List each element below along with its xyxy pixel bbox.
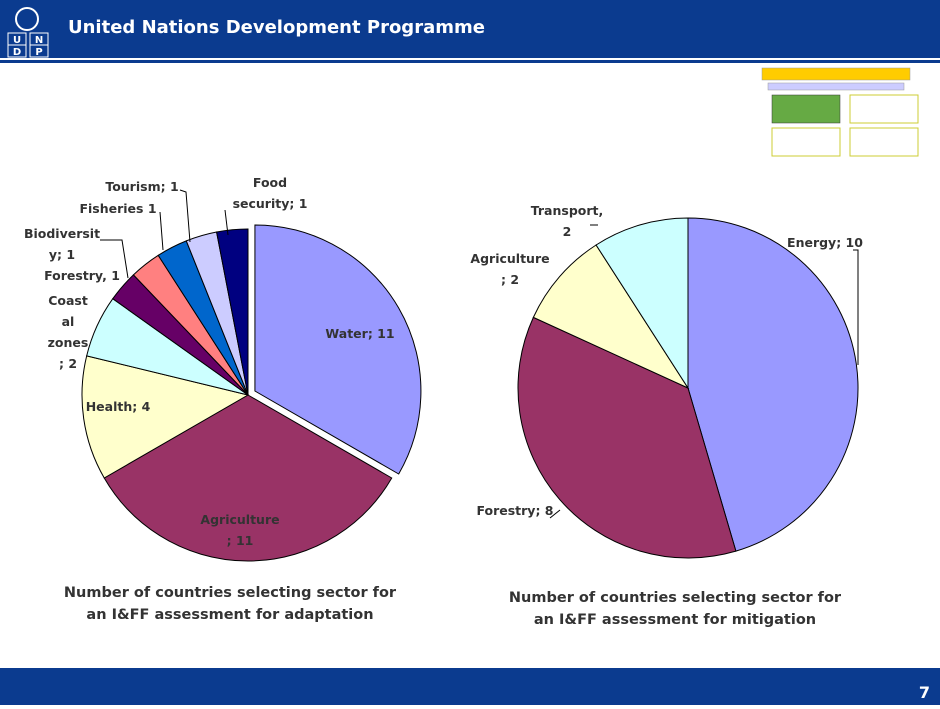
pie-chart: Energy; 10 Forestry; 8 Agriculture; 2 Trans… bbox=[470, 203, 863, 628]
data-label: Water; 11 bbox=[325, 326, 394, 341]
pie-slice bbox=[215, 228, 249, 396]
leader-line bbox=[224, 209, 229, 236]
logo-letter: P bbox=[35, 47, 42, 58]
data-label: Energy; 10 bbox=[787, 235, 863, 250]
pie-slice bbox=[595, 217, 689, 390]
header-bar bbox=[0, 0, 940, 58]
leader-line bbox=[853, 249, 859, 365]
inset-diagram bbox=[761, 67, 919, 157]
pie-slice bbox=[81, 355, 250, 479]
data-label: Fisheries 1 bbox=[79, 201, 156, 216]
logo-cell bbox=[29, 44, 49, 58]
charts: Water; 11 Agriculture; 11 Health; 4 Coast al… bbox=[24, 175, 863, 628]
pie-slice bbox=[532, 244, 690, 390]
page-number: 7 bbox=[919, 683, 930, 702]
data-label: Forestry; 8 bbox=[476, 503, 553, 518]
logo-emblem bbox=[15, 7, 39, 31]
logo-cell bbox=[7, 44, 27, 58]
data-label: Biodiversit y; 1 bbox=[24, 226, 100, 262]
pie-slice bbox=[103, 394, 393, 562]
data-label: Transport, 2 bbox=[531, 203, 604, 239]
data-label: Health; 4 bbox=[86, 399, 151, 414]
pie-chart: Water; 11 Agriculture; 11 Health; 4 Coast al… bbox=[24, 175, 422, 623]
footer-bar bbox=[0, 668, 940, 705]
leader-line bbox=[549, 509, 561, 519]
data-label: Agriculture; 2 bbox=[470, 251, 549, 287]
leader-line bbox=[100, 239, 129, 279]
chart-title: Number of countries selecting sector for… bbox=[64, 585, 397, 623]
pie-slice bbox=[254, 224, 422, 475]
chart-title: Number of countries selecting sector for… bbox=[509, 590, 842, 628]
data-label: Coast al zones; 2 bbox=[48, 293, 89, 371]
logo-letter: U bbox=[13, 35, 21, 46]
data-label: Food security; 1 bbox=[233, 175, 308, 211]
data-label: Forestry, 1 bbox=[44, 268, 120, 283]
header-title: United Nations Development Programme bbox=[68, 17, 485, 38]
logo-letter: D bbox=[13, 47, 21, 58]
logo: U N D P bbox=[7, 32, 49, 58]
leader-line bbox=[159, 211, 164, 251]
logo-letter: N bbox=[35, 35, 43, 46]
pie-slice bbox=[687, 217, 859, 552]
data-label: Agriculture; 11 bbox=[200, 512, 279, 548]
leader-line bbox=[179, 189, 191, 243]
pie-slice bbox=[517, 316, 737, 559]
header-rule bbox=[0, 60, 940, 63]
data-label: Tourism; 1 bbox=[105, 179, 178, 194]
